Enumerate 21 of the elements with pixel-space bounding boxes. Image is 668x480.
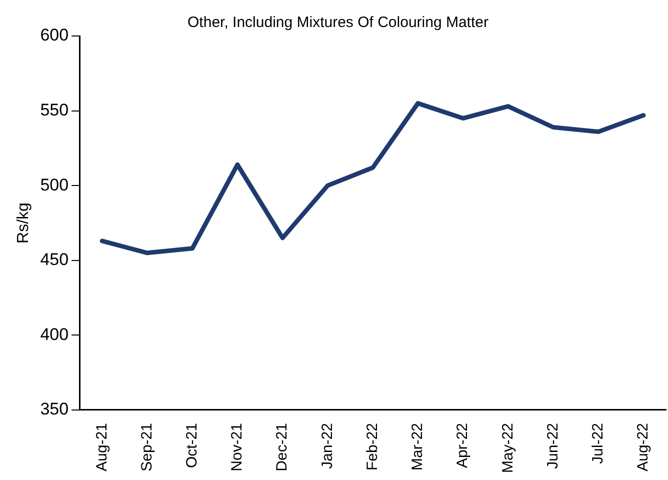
x-tick-label: Jul-22 [589, 422, 606, 464]
y-axis-title: Rs/kg [15, 202, 32, 244]
x-tick-label: Mar-22 [409, 422, 426, 470]
y-tick-label: 450 [40, 250, 69, 270]
x-tick-label: Aug-22 [634, 422, 652, 472]
y-tick-label: 550 [40, 100, 69, 120]
x-tick-label: Sep-21 [138, 422, 156, 472]
chart-title: Other, Including Mixtures Of Colouring Matter [188, 14, 488, 32]
y-tick-label: 600 [40, 26, 69, 45]
x-tick-label: Aug-21 [93, 422, 110, 472]
x-tick-label: Jan-22 [318, 422, 336, 469]
x-tick-label: Oct-21 [183, 422, 200, 468]
x-tick-label: Apr-22 [454, 422, 472, 468]
x-tick-label: Jun-22 [544, 422, 562, 469]
y-tick-label: 500 [40, 175, 69, 194]
y-tick-label: 350 [40, 400, 69, 419]
x-tick-label: May-22 [499, 422, 516, 474]
x-tick-label: Feb-22 [364, 422, 381, 471]
x-tick-label: Nov-21 [228, 422, 246, 472]
y-tick-label: 400 [40, 324, 69, 344]
x-tick-label: Dec-21 [274, 422, 291, 472]
